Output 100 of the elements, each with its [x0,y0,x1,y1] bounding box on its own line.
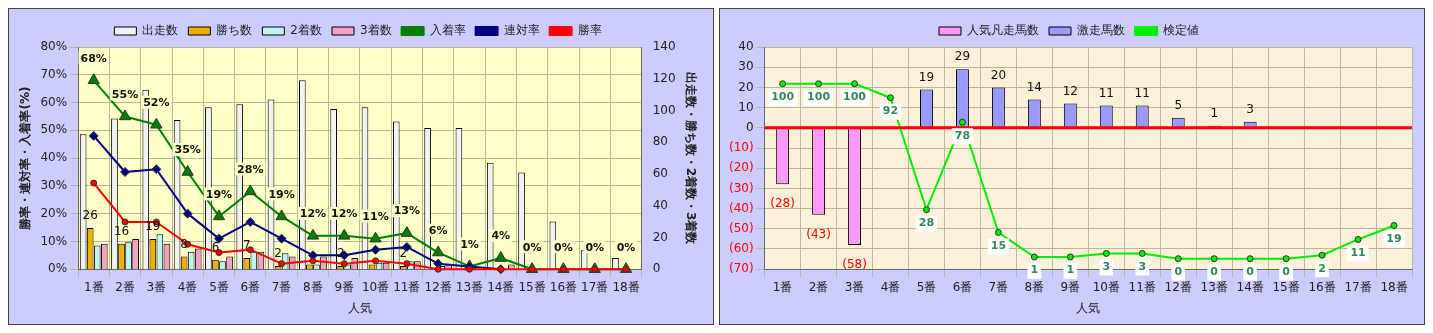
x-tick-label: 6番 [240,279,261,294]
x-tick-label: 7番 [988,279,1009,294]
x-tick-label: 16番 [549,279,578,294]
x-tick-label: 14番 [487,279,515,294]
x-tick-label: 16番 [1308,279,1336,294]
data-label: 1 [1030,263,1039,277]
data-label: 26 [82,208,98,223]
y2-tick-label: 100 [652,102,676,117]
data-label: 92 [882,104,899,118]
data-label: 0% [616,240,636,254]
data-label: 11 [1098,85,1114,100]
y2-tick-label: 120 [652,70,676,85]
x-tick-label: 6番 [952,279,973,294]
data-label: 0% [585,240,605,254]
data-label: 3 [1246,101,1254,116]
data-label: 3 [1102,259,1111,273]
y-tick-label: (30) [728,180,754,195]
y-tick-label: 30% [40,178,68,192]
x-tick-label: 3番 [146,279,167,294]
y-tick-label: 80% [40,39,68,54]
data-label: 12 [1062,83,1078,98]
data-label: 0% [554,240,573,254]
y-tick-label: 30 [738,59,754,74]
data-label: (43) [806,226,831,241]
x-tick-label: 4番 [177,279,198,294]
data-label: 29 [954,49,971,64]
data-label: 20 [990,67,1007,82]
x-tick-label: 8番 [1024,279,1045,294]
data-label: 19 [1386,231,1402,245]
data-label: 1% [460,237,479,251]
y-tick-label: 0% [48,261,68,276]
y2-tick-label: 140 [652,39,676,54]
data-label: (58) [842,257,867,272]
x-tick-label: 9番 [1060,279,1081,294]
x-tick-label: 18番 [1380,279,1408,294]
data-label: 100 [843,90,867,104]
data-label: 100 [771,90,795,104]
x-tick-label: 5番 [209,279,229,294]
data-label: 1 [1066,263,1075,277]
data-label: 12% [299,207,327,221]
data-label: 11 [1350,245,1366,259]
y-tick-label: 70% [40,66,68,81]
x-axis-title: 人気 [1076,300,1101,315]
data-label: 0 [1282,265,1291,279]
legend-label: 検定値 [1163,23,1199,38]
data-label: 68% [80,51,107,65]
y-tick-label: 40 [738,39,754,54]
data-label: 2 [336,246,345,261]
data-label: 15 [990,238,1007,252]
legend-label: 人気凡走馬数 [967,23,1039,38]
x-tick-label: 17番 [581,279,609,294]
y-tick-label: 0 [745,119,754,134]
y-tick-label: (70) [728,261,754,276]
data-label: 35% [174,143,201,157]
data-label: 14 [1026,79,1043,94]
data-label: 0 [1174,265,1183,279]
y-tick-label: 10 [738,99,754,114]
legend-label: 2着数 [290,23,323,38]
data-label: 8 [180,236,188,251]
y-tick-label: 20% [40,205,68,220]
data-label: 2 [1318,261,1326,275]
data-label: 0 [1246,265,1255,279]
x-tick-label: 7番 [271,279,292,294]
legend-label: 勝ち数 [216,23,253,38]
legend-label: 3着数 [360,23,392,38]
x-tick-label: 17番 [1344,279,1372,294]
x-tick-label: 11番 [1128,279,1156,294]
y2-tick-label: 0 [652,261,661,276]
x-tick-label: 11番 [393,279,421,294]
x-tick-label: 13番 [1200,279,1228,294]
y-tick-label: (60) [728,241,754,256]
y-tick-label: (20) [728,160,754,175]
data-label: 78 [954,128,971,142]
data-label: 7 [242,238,251,253]
x-tick-label: 2番 [808,279,829,294]
data-label: 100 [807,90,831,104]
y2-tick-label: 80 [652,134,668,149]
data-label: 55% [111,87,139,101]
y-tick-label: 10% [40,233,68,248]
x-axis-title: 人気 [347,300,372,315]
y-tick-label: 20 [738,79,754,94]
x-tick-label: 9番 [334,279,355,294]
data-label: 3 [1138,259,1147,273]
y-tick-label: (50) [728,220,754,235]
x-tick-label: 13番 [455,279,484,294]
data-label: 19% [205,187,233,201]
y-tick-label: 60% [40,94,68,109]
y-tick-label: 50% [40,122,68,137]
data-label: 6% [428,223,448,237]
data-label: 12% [331,207,358,221]
legend-label: 出走数 [142,23,179,38]
y-tick-label: 40% [40,150,68,165]
x-tick-label: 18番 [612,279,640,294]
y2-tick-label: 60 [652,166,668,181]
x-tick-label: 12番 [1164,279,1192,294]
data-label: 4% [491,229,511,243]
data-label: 52% [143,96,170,110]
x-tick-label: 1番 [772,279,793,294]
data-label: 19 [918,69,935,84]
data-label: 28% [237,162,264,176]
